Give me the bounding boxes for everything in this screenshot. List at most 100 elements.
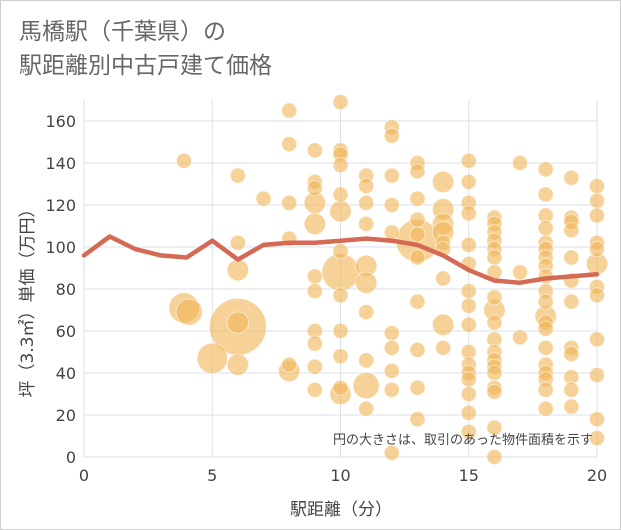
- bubble-point: [409, 249, 426, 266]
- bubble-point: [588, 207, 606, 224]
- bubble-point: [537, 186, 554, 203]
- bubble-point: [537, 339, 554, 356]
- bubble-point: [431, 313, 455, 336]
- bubble-point: [306, 381, 323, 398]
- bubble-point: [281, 102, 298, 119]
- bubble-point: [486, 364, 503, 382]
- bubble-point: [383, 167, 400, 184]
- bubble-point: [358, 215, 375, 232]
- bubble-series: [168, 94, 609, 466]
- bubble-point: [460, 283, 477, 300]
- bubble-point: [352, 371, 380, 400]
- bubble-point: [409, 163, 426, 180]
- bubble-point: [329, 200, 352, 223]
- bubble-point: [306, 283, 323, 300]
- bubble-point: [588, 241, 606, 258]
- bubble-point: [358, 352, 375, 369]
- bubble-point: [383, 325, 400, 342]
- bubble-point: [229, 167, 246, 184]
- bubble-point: [358, 194, 375, 211]
- chart-title: 馬橋駅（千葉県）の 駅距離別中古戸建て価格: [19, 15, 579, 83]
- y-axis-ticks: 0 20 40 60 80 100 120 140 160: [45, 112, 76, 467]
- bubble-point: [409, 411, 426, 428]
- bubble-point: [537, 320, 554, 337]
- bubble-point: [409, 293, 426, 310]
- bubble-point: [486, 448, 503, 466]
- bubble-point: [281, 356, 298, 373]
- bubble-point: [460, 404, 477, 421]
- bubble-point: [460, 205, 477, 222]
- y-tick-label: 160: [45, 112, 76, 131]
- bubble-point: [196, 342, 228, 374]
- bubble-point: [537, 400, 554, 417]
- bubble-point: [460, 152, 477, 169]
- y-tick-label: 120: [45, 196, 76, 215]
- bubble-point: [306, 358, 323, 375]
- bubble-point: [431, 170, 455, 194]
- y-tick-label: 60: [56, 322, 76, 341]
- bubble-point: [383, 196, 400, 214]
- bubble-point: [460, 173, 477, 190]
- bubble-point: [563, 222, 580, 239]
- bubble-point: [332, 379, 349, 396]
- bubble-point: [332, 157, 349, 174]
- bubble-point: [460, 423, 477, 440]
- bubble-point: [306, 180, 323, 197]
- bubble-point: [332, 94, 349, 111]
- x-tick-label: 10: [330, 466, 350, 485]
- bubble-point: [537, 293, 554, 310]
- bubble-point: [226, 258, 250, 282]
- bubble-point: [281, 194, 298, 211]
- bubble-point: [486, 419, 503, 436]
- bubble-point: [409, 341, 426, 358]
- bubble-point: [409, 226, 426, 243]
- average-line-series: [81, 234, 600, 285]
- bubble-point: [409, 211, 426, 228]
- bubble-point: [486, 383, 503, 400]
- bubble-point: [332, 186, 349, 203]
- bubble-point: [306, 335, 323, 352]
- y-tick-label: 100: [45, 238, 76, 257]
- bubble-point: [332, 348, 349, 365]
- bubble-point: [332, 322, 349, 340]
- bubble-point: [460, 297, 477, 314]
- bubble-point: [226, 311, 250, 334]
- bubble-size-note: 円の大きさは、取引のあった物件面積を示す: [333, 433, 593, 448]
- bubble-point: [563, 381, 580, 398]
- bubble-point: [460, 236, 477, 253]
- y-tick-label: 80: [56, 280, 76, 299]
- bubble-point: [409, 379, 426, 396]
- bubble-point: [460, 371, 477, 388]
- bubble-point: [383, 224, 400, 241]
- bubble-point: [537, 161, 554, 178]
- y-tick-label: 0: [66, 448, 76, 467]
- x-tick-label: 0: [79, 466, 89, 485]
- bubble-point: [383, 127, 400, 144]
- bubble-point: [563, 249, 580, 266]
- y-tick-label: 140: [45, 154, 76, 173]
- bubble-point: [306, 268, 323, 285]
- bubble-point: [460, 385, 477, 403]
- bubble-point: [588, 430, 606, 447]
- bubble-point: [229, 234, 246, 251]
- bubble-point: [435, 270, 452, 287]
- bubble-point: [354, 271, 378, 294]
- bubble-point: [383, 362, 400, 379]
- y-tick-label: 20: [56, 406, 76, 425]
- x-tick-label: 15: [459, 466, 479, 485]
- bubble-point: [511, 264, 529, 281]
- bubble-point: [460, 316, 477, 333]
- bubble-point: [306, 142, 323, 159]
- y-axis-title: 坪（3.3㎡）単価（万円）: [18, 200, 38, 397]
- bubble-point: [486, 249, 503, 266]
- bubble-point: [383, 339, 400, 356]
- bubble-point: [511, 154, 529, 172]
- bubble-point: [332, 287, 349, 304]
- bubble-point: [383, 381, 400, 398]
- bubble-point: [588, 178, 606, 195]
- bubble-point: [383, 444, 400, 461]
- bubble-point: [588, 192, 606, 209]
- bubble-point: [588, 367, 606, 384]
- x-axis-title: 駅距離（分）: [290, 500, 392, 520]
